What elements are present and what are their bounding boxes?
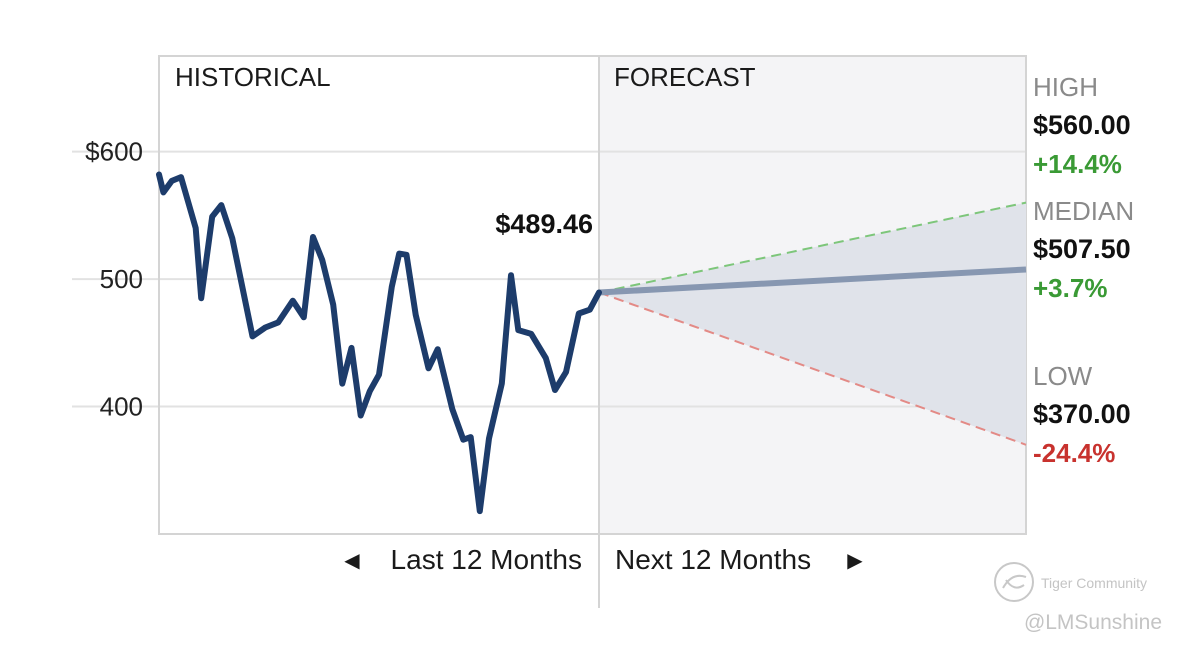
stat-label: LOW	[1033, 361, 1093, 391]
historical-section-label: HISTORICAL	[175, 62, 331, 92]
stat-price: $507.50	[1033, 234, 1131, 264]
stat-price: $370.00	[1033, 399, 1131, 429]
stat-change: +3.7%	[1033, 273, 1107, 303]
forecast-median-line	[598, 266, 1027, 296]
tiger-logo-icon	[994, 562, 1034, 602]
stat-change: -24.4%	[1033, 438, 1115, 468]
left-arrow-icon: ◀	[344, 550, 360, 572]
last-12-months-label: Last 12 Months	[391, 544, 582, 575]
forecast-low-line	[598, 291, 1027, 446]
stat-label: HIGH	[1033, 72, 1098, 102]
stat-price: $560.00	[1033, 110, 1131, 140]
historical-price-line	[156, 171, 602, 515]
y-tick-label: 400	[100, 392, 143, 422]
right-arrow-icon: ▶	[847, 550, 863, 572]
forecast-high-line	[598, 201, 1027, 294]
last-price-label: $489.46	[495, 209, 593, 239]
stat-change: +14.4%	[1033, 149, 1122, 179]
y-tick-label: 500	[100, 264, 143, 294]
next-12-months-label: Next 12 Months	[615, 544, 811, 575]
forecast-cone	[599, 202, 1026, 445]
watermark-brand: Tiger Community	[1041, 575, 1147, 591]
stat-label: MEDIAN	[1033, 196, 1134, 226]
watermark-handle: @LMSunshine	[1024, 611, 1162, 634]
forecast-section-label: FORECAST	[614, 62, 756, 92]
y-tick-label: $600	[85, 137, 143, 167]
